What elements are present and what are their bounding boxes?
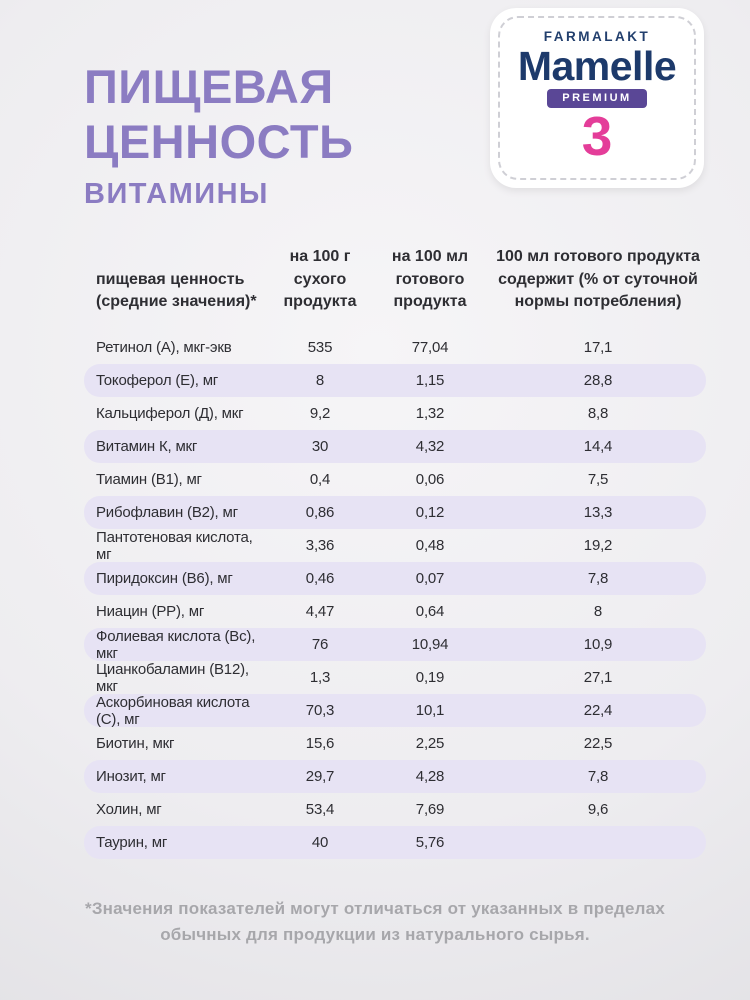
table-row: Пантотеновая кислота, мг 3,36 0,48 19,2 [84, 528, 706, 563]
nutrient-name-cell: Рибофлавин (В2), мг [96, 504, 238, 522]
daily-value-percent-cell: 27,1 [583, 669, 613, 687]
table-row: Кальциферол (Д), мкг 9,2 1,32 8,8 [84, 397, 706, 430]
daily-value-percent-cell: 9,6 [587, 801, 609, 819]
nutrient-name-cell: Инозит, мг [96, 768, 166, 786]
nutrient-name-cell: Аскорбиновая кислота (С), мг [96, 693, 250, 728]
daily-value-percent-cell: 28,8 [583, 372, 613, 390]
daily-value-percent-cell: 10,9 [583, 636, 613, 654]
subtitle-vitamins: ВИТАМИНЫ [84, 178, 269, 211]
value-per-100ml-cell: 5,76 [415, 834, 445, 852]
daily-value-percent-cell: 7,8 [587, 768, 609, 786]
col-header-per-100ml-ready: на 100 мл готового продукта [391, 248, 469, 311]
value-per-100ml-cell: 0,06 [415, 471, 445, 489]
col-header-nutrient: пищевая ценность (средние значения)* [96, 270, 257, 311]
nutrient-name-cell: Холин, мг [96, 801, 162, 819]
value-per-100ml-cell: 1,15 [415, 372, 445, 390]
table-row: Биотин, мкг 15,6 2,25 22,5 [84, 727, 706, 760]
daily-value-percent-cell: 19,2 [583, 537, 613, 555]
daily-value-percent-cell: 17,1 [583, 339, 613, 357]
table-row: Ниацин (РР), мг 4,47 0,64 8 [84, 595, 706, 628]
value-per-100g-cell: 0,86 [305, 504, 335, 522]
value-per-100ml-cell: 4,32 [415, 438, 445, 456]
value-per-100ml-cell: 77,04 [411, 339, 449, 357]
value-per-100ml-cell: 1,32 [415, 405, 445, 423]
footnote: *Значения показателей могут отличаться о… [85, 899, 665, 945]
title-line-1: ПИЩЕВАЯ [84, 60, 334, 113]
table-row: Цианкобаламин (В12), мкг 1,3 0,19 27,1 [84, 660, 706, 695]
daily-value-percent-cell: 22,5 [583, 735, 613, 753]
daily-value-percent-cell: 22,4 [583, 702, 613, 720]
manufacturer-name: FARMALAKT [543, 29, 651, 44]
value-per-100g-cell: 9,2 [309, 405, 331, 423]
value-per-100g-cell: 8 [315, 372, 325, 390]
brand-logo: Mamelle [517, 43, 677, 89]
value-per-100ml-cell: 2,25 [415, 735, 445, 753]
value-per-100g-cell: 70,3 [305, 702, 335, 720]
value-per-100g-cell: 76 [311, 636, 329, 654]
title-line-2: ЦЕННОСТЬ [84, 114, 354, 168]
table-row: Инозит, мг 29,7 4,28 7,8 [84, 760, 706, 794]
table-header-row: пищевая ценность (средние значения)* на … [84, 246, 706, 314]
value-per-100g-cell: 30 [311, 438, 329, 456]
nutrient-name-cell: Ниацин (РР), мг [96, 603, 205, 621]
badge-dashed-border: FARMALAKT Mamelle PREMIUM 3 [498, 16, 696, 180]
brand-badge: FARMALAKT Mamelle PREMIUM 3 [490, 8, 704, 188]
value-per-100g-cell: 3,36 [305, 537, 335, 555]
col-header-daily-value-percent: 100 мл готового продукта содержит (% от … [496, 248, 700, 311]
nutrient-name-cell: Витамин К, мкг [96, 438, 198, 456]
table-row: Тиамин (В1), мг 0,4 0,06 7,5 [84, 463, 706, 496]
value-per-100g-cell: 40 [311, 834, 329, 852]
table-row: Ретинол (А), мкг-экв 535 77,04 17,1 [84, 331, 706, 364]
value-per-100g-cell: 0,4 [309, 471, 331, 489]
nutrient-name-cell: Фолиевая кислота (Вс), мкг [96, 627, 256, 662]
value-per-100ml-cell: 10,1 [415, 702, 445, 720]
value-per-100ml-cell: 0,48 [415, 537, 445, 555]
table-body: Ретинол (А), мкг-экв 535 77,04 17,1 Токоферо… [84, 331, 706, 860]
daily-value-percent-cell: 8,8 [587, 405, 609, 423]
table-row: Витамин К, мкг 30 4,32 14,4 [84, 430, 706, 464]
page-title: ПИЩЕВАЯ ЦЕННОСТЬ ВИТАМИНЫ [84, 60, 353, 211]
nutrient-name-cell: Таурин, мг [96, 834, 168, 852]
stage-number: 3 [581, 105, 613, 168]
value-per-100g-cell: 535 [307, 339, 333, 357]
table-row: Токоферол (Е), мг 8 1,15 28,8 [84, 364, 706, 398]
value-per-100ml-cell: 0,07 [415, 570, 445, 588]
table-row: Таурин, мг 40 5,76 [84, 826, 706, 860]
nutrient-name-cell: Ретинол (А), мкг-экв [96, 339, 232, 357]
nutrient-name-cell: Пиридоксин (В6), мг [96, 570, 233, 588]
value-per-100g-cell: 53,4 [305, 801, 335, 819]
value-per-100g-cell: 1,3 [309, 669, 331, 687]
value-per-100g-cell: 0,46 [305, 570, 335, 588]
nutrient-name-cell: Биотин, мкг [96, 735, 175, 753]
value-per-100ml-cell: 0,64 [415, 603, 445, 621]
table-row: Аскорбиновая кислота (С), мг 70,3 10,1 22,4 [84, 693, 706, 728]
daily-value-percent-cell: 14,4 [583, 438, 613, 456]
premium-banner: PREMIUM [547, 89, 647, 109]
nutrition-table: пищевая ценность (средние значения)* на … [84, 246, 706, 860]
table-row: Рибофлавин (В2), мг 0,86 0,12 13,3 [84, 496, 706, 530]
col-header-per-100g-dry: на 100 г сухого продукта [283, 248, 357, 311]
nutrient-name-cell: Кальциферол (Д), мкг [96, 405, 244, 423]
value-per-100ml-cell: 7,69 [415, 801, 445, 819]
table-row: Пиридоксин (В6), мг 0,46 0,07 7,8 [84, 562, 706, 596]
table-row: Фолиевая кислота (Вс), мкг 76 10,94 10,9 [84, 627, 706, 662]
nutrient-name-cell: Цианкобаламин (В12), мкг [96, 660, 249, 695]
daily-value-percent-cell: 7,8 [587, 570, 609, 588]
value-per-100ml-cell: 4,28 [415, 768, 445, 786]
daily-value-percent-cell: 13,3 [583, 504, 613, 522]
value-per-100ml-cell: 10,94 [411, 636, 449, 654]
value-per-100g-cell: 4,47 [305, 603, 335, 621]
value-per-100g-cell: 29,7 [305, 768, 335, 786]
nutrient-name-cell: Пантотеновая кислота, мг [96, 528, 253, 563]
daily-value-percent-cell: 7,5 [587, 471, 609, 489]
value-per-100g-cell: 15,6 [305, 735, 335, 753]
daily-value-percent-cell: 8 [593, 603, 603, 621]
nutrient-name-cell: Тиамин (В1), мг [96, 471, 202, 489]
value-per-100ml-cell: 0,19 [415, 669, 445, 687]
table-row: Холин, мг 53,4 7,69 9,6 [84, 793, 706, 826]
value-per-100ml-cell: 0,12 [415, 504, 445, 522]
nutrient-name-cell: Токоферол (Е), мг [96, 372, 219, 390]
